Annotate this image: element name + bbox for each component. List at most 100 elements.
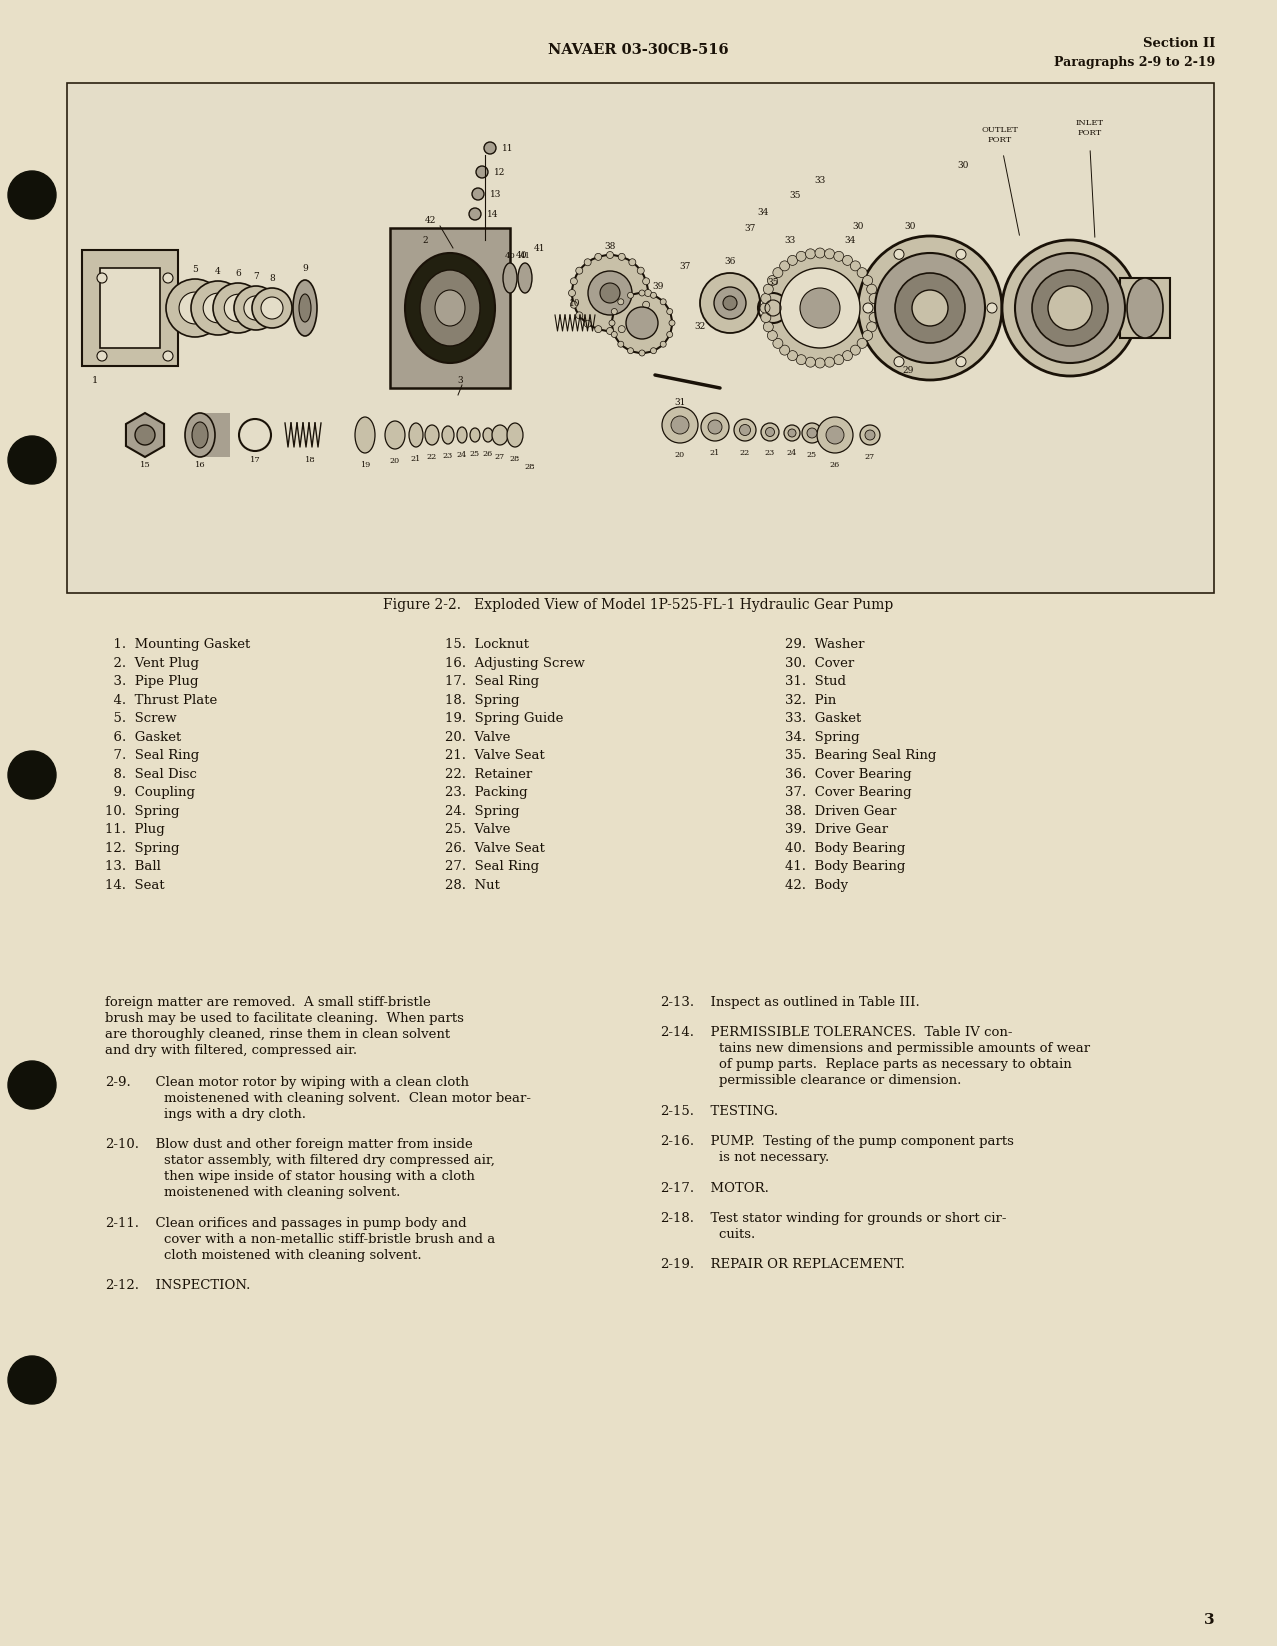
Circle shape xyxy=(1002,240,1138,375)
Circle shape xyxy=(661,407,699,443)
Text: 31.  Stud: 31. Stud xyxy=(785,675,845,688)
Text: 5.  Screw: 5. Screw xyxy=(105,713,176,724)
Circle shape xyxy=(584,321,591,328)
Text: PERMISSIBLE TOLERANCES.  Table IV con-: PERMISSIBLE TOLERANCES. Table IV con- xyxy=(702,1027,1013,1039)
Circle shape xyxy=(850,260,861,272)
Circle shape xyxy=(799,288,840,328)
Bar xyxy=(1120,278,1170,337)
Text: 38: 38 xyxy=(604,242,616,250)
Text: 22.  Retainer: 22. Retainer xyxy=(444,767,533,780)
Text: 6.  Gasket: 6. Gasket xyxy=(105,731,181,744)
Text: 39.  Drive Gear: 39. Drive Gear xyxy=(785,823,888,836)
Circle shape xyxy=(796,354,806,365)
Text: 33.  Gasket: 33. Gasket xyxy=(785,713,861,724)
Text: 10: 10 xyxy=(570,298,581,308)
Text: 2-9.: 2-9. xyxy=(105,1076,130,1090)
Circle shape xyxy=(568,290,576,296)
Text: 19.  Spring Guide: 19. Spring Guide xyxy=(444,713,563,724)
Circle shape xyxy=(912,290,948,326)
Circle shape xyxy=(807,428,817,438)
Ellipse shape xyxy=(425,425,439,444)
Ellipse shape xyxy=(409,423,423,448)
Text: 17: 17 xyxy=(249,456,261,464)
Circle shape xyxy=(784,425,799,441)
Ellipse shape xyxy=(405,253,495,364)
Text: 21: 21 xyxy=(710,449,720,458)
Text: brush may be used to facilitate cleaning.  When parts: brush may be used to facilitate cleaning… xyxy=(105,1012,464,1025)
Circle shape xyxy=(650,293,656,298)
Text: 9.  Coupling: 9. Coupling xyxy=(105,787,195,798)
Circle shape xyxy=(252,288,292,328)
Circle shape xyxy=(796,252,806,262)
Text: 42: 42 xyxy=(424,216,435,224)
Text: 28.  Nut: 28. Nut xyxy=(444,879,499,892)
Circle shape xyxy=(618,300,623,305)
Text: 13.  Ball: 13. Ball xyxy=(105,859,161,872)
Text: 2-10.: 2-10. xyxy=(105,1139,139,1152)
Circle shape xyxy=(826,426,844,444)
Circle shape xyxy=(669,319,676,326)
Ellipse shape xyxy=(355,416,375,453)
Circle shape xyxy=(595,253,601,260)
Circle shape xyxy=(261,296,283,319)
Circle shape xyxy=(867,285,877,295)
Text: 22: 22 xyxy=(427,453,437,461)
Text: OUTLET
PORT: OUTLET PORT xyxy=(982,127,1019,143)
Text: 40: 40 xyxy=(504,252,516,260)
Text: permissible clearance or dimension.: permissible clearance or dimension. xyxy=(702,1075,962,1088)
Ellipse shape xyxy=(420,270,480,346)
Ellipse shape xyxy=(492,425,508,444)
Circle shape xyxy=(472,188,484,201)
Circle shape xyxy=(806,357,816,367)
Text: is not necessary.: is not necessary. xyxy=(702,1151,829,1164)
Text: MOTOR.: MOTOR. xyxy=(702,1182,769,1195)
Text: 2.  Vent Plug: 2. Vent Plug xyxy=(105,657,199,670)
Text: cover with a non-metallic stiff-bristle brush and a: cover with a non-metallic stiff-bristle … xyxy=(147,1233,495,1246)
Ellipse shape xyxy=(507,423,524,448)
Text: 8.  Seal Disc: 8. Seal Disc xyxy=(105,767,197,780)
Circle shape xyxy=(834,252,844,262)
Text: 18: 18 xyxy=(305,456,315,464)
Text: 37: 37 xyxy=(744,224,756,232)
Circle shape xyxy=(637,311,644,319)
Text: 35.  Bearing Seal Ring: 35. Bearing Seal Ring xyxy=(785,749,936,762)
Circle shape xyxy=(612,293,672,352)
Circle shape xyxy=(895,273,965,342)
Text: 37: 37 xyxy=(679,262,691,270)
Circle shape xyxy=(618,253,626,260)
Text: 4: 4 xyxy=(215,267,221,275)
Text: 36.  Cover Bearing: 36. Cover Bearing xyxy=(785,767,912,780)
Circle shape xyxy=(870,293,879,303)
Circle shape xyxy=(867,323,877,332)
Ellipse shape xyxy=(299,295,312,323)
Circle shape xyxy=(780,268,859,347)
Text: 2-11.: 2-11. xyxy=(105,1216,139,1230)
Circle shape xyxy=(8,1062,56,1109)
Text: 26.  Valve Seat: 26. Valve Seat xyxy=(444,841,545,854)
Circle shape xyxy=(163,273,172,283)
Text: cloth moistened with cleaning solvent.: cloth moistened with cleaning solvent. xyxy=(147,1249,421,1262)
Text: 35: 35 xyxy=(789,191,801,199)
Circle shape xyxy=(863,331,872,341)
Text: 24: 24 xyxy=(457,451,467,459)
Circle shape xyxy=(8,436,56,484)
Text: 28: 28 xyxy=(510,454,520,463)
Circle shape xyxy=(627,347,633,354)
Text: 12: 12 xyxy=(494,168,506,176)
Text: 2-12.: 2-12. xyxy=(105,1279,139,1292)
Circle shape xyxy=(825,249,835,258)
Circle shape xyxy=(767,275,778,285)
Circle shape xyxy=(8,751,56,798)
Text: are thoroughly cleaned, rinse them in clean solvent: are thoroughly cleaned, rinse them in cl… xyxy=(105,1029,450,1040)
Circle shape xyxy=(780,260,789,272)
Text: 34.  Spring: 34. Spring xyxy=(785,731,859,744)
Circle shape xyxy=(595,326,601,332)
Text: Blow dust and other foreign matter from inside: Blow dust and other foreign matter from … xyxy=(147,1139,472,1152)
Text: 18.  Spring: 18. Spring xyxy=(444,693,520,706)
Text: 23: 23 xyxy=(765,449,775,458)
Circle shape xyxy=(645,290,651,296)
Text: 25.  Valve: 25. Valve xyxy=(444,823,511,836)
Text: of pump parts.  Replace parts as necessary to obtain: of pump parts. Replace parts as necessar… xyxy=(702,1058,1071,1072)
Circle shape xyxy=(817,416,853,453)
Text: 21: 21 xyxy=(411,454,421,463)
